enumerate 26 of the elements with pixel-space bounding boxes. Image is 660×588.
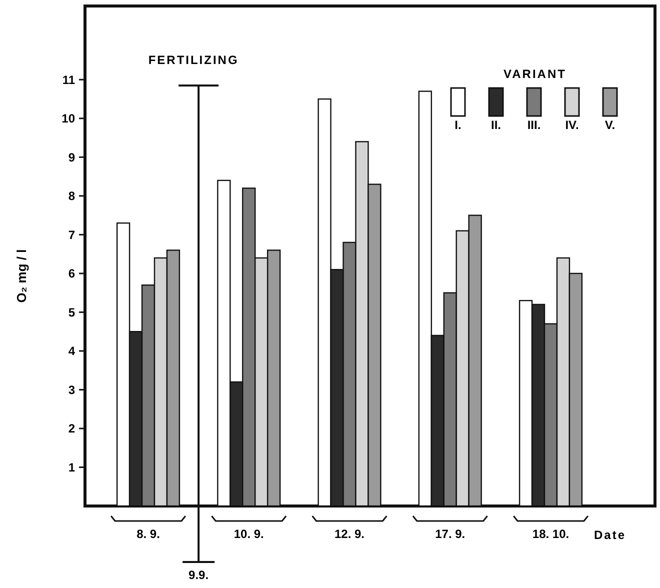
y-tick-label: 10: [62, 112, 76, 126]
legend-label: II.: [490, 118, 502, 132]
legend-label: III.: [527, 118, 541, 132]
y-tick-label: 4: [68, 344, 76, 358]
y-tick-label: 7: [68, 228, 76, 242]
y-axis-title: O₂ mg / l: [14, 249, 29, 303]
legend-label: I.: [454, 118, 462, 132]
x-tick-label: 12. 9.: [334, 527, 365, 541]
legend-title: VARIANT: [504, 67, 566, 81]
y-tick-label: 8: [68, 189, 76, 204]
text: FERTILIZING: [148, 53, 239, 68]
x-tick-label: 8. 9.: [136, 527, 160, 541]
y-tick-label: 5: [68, 305, 76, 320]
y-tick-label: 11: [62, 72, 76, 87]
y-tick-label: 2: [68, 422, 76, 436]
legend-label: V.: [604, 118, 616, 132]
y-tick-label: 6: [68, 266, 76, 281]
y-tick-label: 9: [68, 150, 76, 164]
y-tick-label: 3: [68, 382, 76, 397]
x-tick-label: 18. 10.: [532, 527, 570, 541]
x-tick-label: 10. 9.: [234, 527, 264, 541]
legend-label: IV.: [565, 118, 579, 132]
y-tick-label: 1: [68, 460, 76, 474]
x-axis-title: Date: [594, 528, 626, 542]
text: 9.9.: [188, 568, 209, 582]
x-tick-label: 17. 9.: [435, 527, 466, 541]
